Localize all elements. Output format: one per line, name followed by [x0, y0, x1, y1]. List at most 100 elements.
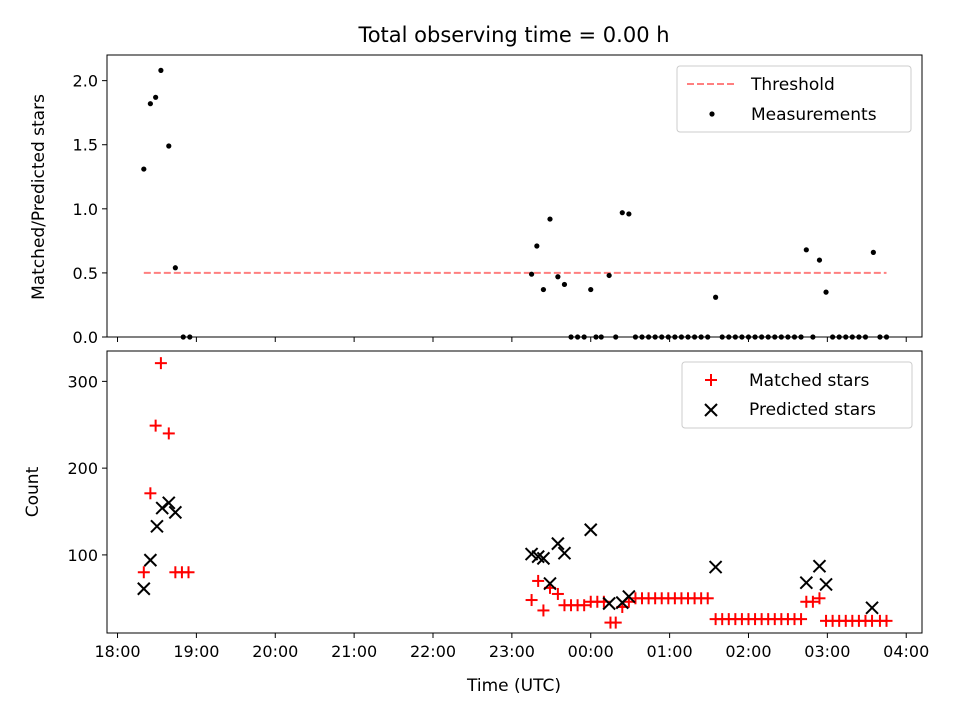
- x-tick-label: 02:00: [725, 642, 771, 661]
- predicted-star-point: [819, 577, 833, 592]
- matched-stars-legend-label: Matched stars: [749, 371, 869, 391]
- x-tick-label: 00:00: [568, 642, 614, 661]
- matched-stars-legend-marker: [705, 374, 717, 386]
- predicted-star-stroke: [536, 551, 551, 566]
- measurement-point: [823, 289, 829, 295]
- top-y-tick-label: 0.5: [73, 264, 98, 283]
- measurement-point: [672, 334, 678, 340]
- measurement-point: [619, 210, 625, 216]
- predicted-star-stroke: [551, 536, 565, 551]
- measurement-point: [678, 334, 685, 340]
- measurement-point: [141, 166, 147, 172]
- measurement-point: [534, 243, 540, 249]
- measurement-point: [836, 334, 842, 340]
- measurement-point: [652, 334, 658, 340]
- measurement-point: [540, 286, 547, 293]
- x-tick-label: 20:00: [252, 642, 298, 661]
- measurement-point: [856, 334, 862, 340]
- matched-star-point: [144, 487, 157, 500]
- x-tick-label: 04:00: [883, 642, 929, 661]
- measurement-point: [180, 334, 186, 340]
- bottom-y-tick-label: 100: [67, 546, 98, 565]
- matched-star-point: [806, 595, 819, 608]
- measurement-point: [843, 334, 849, 340]
- predicted-star-point: [812, 559, 827, 573]
- matched-star-point: [162, 427, 175, 440]
- measurement-point: [791, 334, 798, 340]
- predicted-stars-legend-label: Predicted stars: [749, 400, 876, 420]
- measurement-point: [166, 143, 172, 149]
- bottom-y-tick-label: 300: [67, 372, 98, 391]
- x-tick-label: 23:00: [489, 642, 535, 661]
- measurement-point: [547, 216, 553, 222]
- top-legend-frame: [676, 65, 912, 133]
- measurement-point: [862, 334, 869, 340]
- measurement-point: [581, 334, 587, 340]
- measurement-point: [765, 334, 771, 340]
- predicted-star-point: [536, 551, 551, 566]
- bottom-y-tick-label: 200: [67, 459, 98, 478]
- measurements-legend-marker: [709, 111, 715, 117]
- predicted-star-point: [602, 596, 616, 611]
- measurement-point: [639, 334, 645, 340]
- matched-star-point: [795, 613, 808, 626]
- measurement-point: [810, 334, 816, 340]
- measurement-point: [713, 294, 719, 300]
- measurement-point: [528, 271, 535, 277]
- measurement-point: [745, 334, 752, 340]
- predicted-star-point: [543, 576, 557, 591]
- measurement-point: [877, 334, 883, 340]
- bottom-panel: 18:00 19:00 20:00 21:00 22:00 23:00 00:00 01:00…: [67, 350, 929, 661]
- predicted-star-point: [799, 575, 814, 590]
- measurement-point: [588, 286, 594, 293]
- top-y-tick-label: 1.0: [73, 200, 98, 219]
- matched-star-point: [551, 587, 564, 600]
- predicted-star-point: [622, 589, 636, 604]
- predicted-star-stroke: [524, 547, 539, 561]
- measurement-point: [849, 334, 855, 340]
- measurement-point: [606, 272, 612, 279]
- measurements-legend-label: Measurements: [751, 105, 877, 125]
- top-panel: 0.0 0.5 1.0 1.5 2.0: [73, 54, 923, 347]
- measurement-point: [739, 334, 745, 340]
- matched-star-point: [137, 566, 150, 579]
- x-tick-label: 18:00: [94, 642, 140, 661]
- predicted-star-stroke: [865, 601, 879, 615]
- measurement-point: [153, 94, 159, 100]
- predicted-star-stroke: [137, 582, 151, 596]
- matched-star-point: [182, 566, 195, 579]
- predicted-star-stroke: [799, 575, 814, 590]
- matched-star-point: [880, 614, 893, 627]
- measurement-point: [147, 101, 153, 107]
- predicted-star-stroke: [531, 549, 545, 564]
- matched-star-point: [578, 599, 591, 612]
- predicted-star-stroke: [622, 589, 636, 604]
- measurement-point: [593, 334, 599, 340]
- measurement-point: [698, 334, 704, 340]
- top-y-tick-label: 0.0: [73, 328, 98, 347]
- measurement-point: [732, 334, 738, 340]
- measurement-point: [691, 334, 698, 340]
- bottom-axes-frame: [106, 350, 923, 634]
- x-tick-label: 21:00: [331, 642, 377, 661]
- measurement-point: [803, 247, 809, 253]
- top-y-tick-label: 2.0: [73, 72, 98, 91]
- measurement-point: [158, 67, 164, 73]
- measurement-point: [816, 257, 823, 263]
- measurement-point: [778, 334, 784, 340]
- measurement-point: [785, 334, 791, 340]
- predicted-star-point: [143, 553, 158, 567]
- predicted-star-stroke: [543, 576, 557, 591]
- measurement-point: [659, 334, 665, 340]
- predicted-star-point: [551, 536, 565, 551]
- measurement-point: [759, 334, 765, 340]
- measurement-point: [705, 334, 711, 340]
- measurement-point: [632, 334, 639, 340]
- measurement-point: [830, 334, 836, 340]
- measurement-point: [665, 334, 671, 340]
- measurement-point: [883, 334, 890, 340]
- chart-title: Total observing time = 0.00 h: [357, 23, 669, 47]
- x-axis-label: Time (UTC): [466, 676, 561, 696]
